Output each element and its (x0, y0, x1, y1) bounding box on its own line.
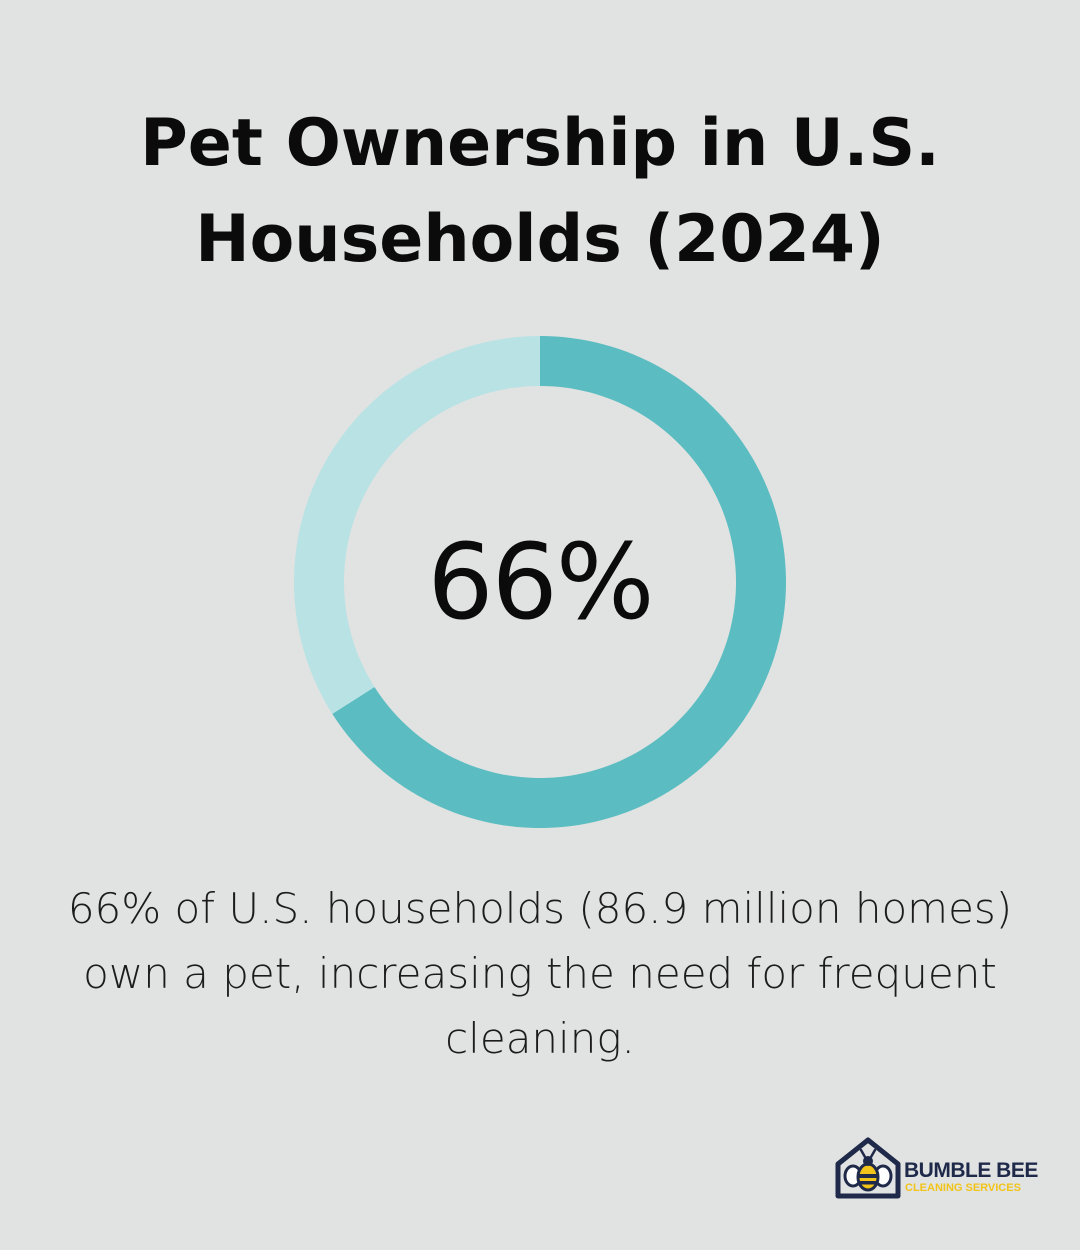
bee-house-icon (835, 1137, 901, 1199)
logo-name: BUMBLE BEE (904, 1159, 1038, 1182)
donut-slice-remainder (294, 336, 540, 714)
company-logo: BUMBLE BEE CLEANING SERVICES (832, 1134, 1042, 1202)
description-text: 66% of U.S. households (86.9 million hom… (67, 884, 1013, 1063)
logo-subtitle: CLEANING SERVICES (905, 1182, 1021, 1194)
donut-chart: 66% (290, 332, 790, 832)
chart-title: Pet Ownership in U.S. Households (2024) (140, 106, 940, 277)
donut-chart-svg (294, 336, 786, 828)
center-value-label: 66% (427, 521, 654, 643)
